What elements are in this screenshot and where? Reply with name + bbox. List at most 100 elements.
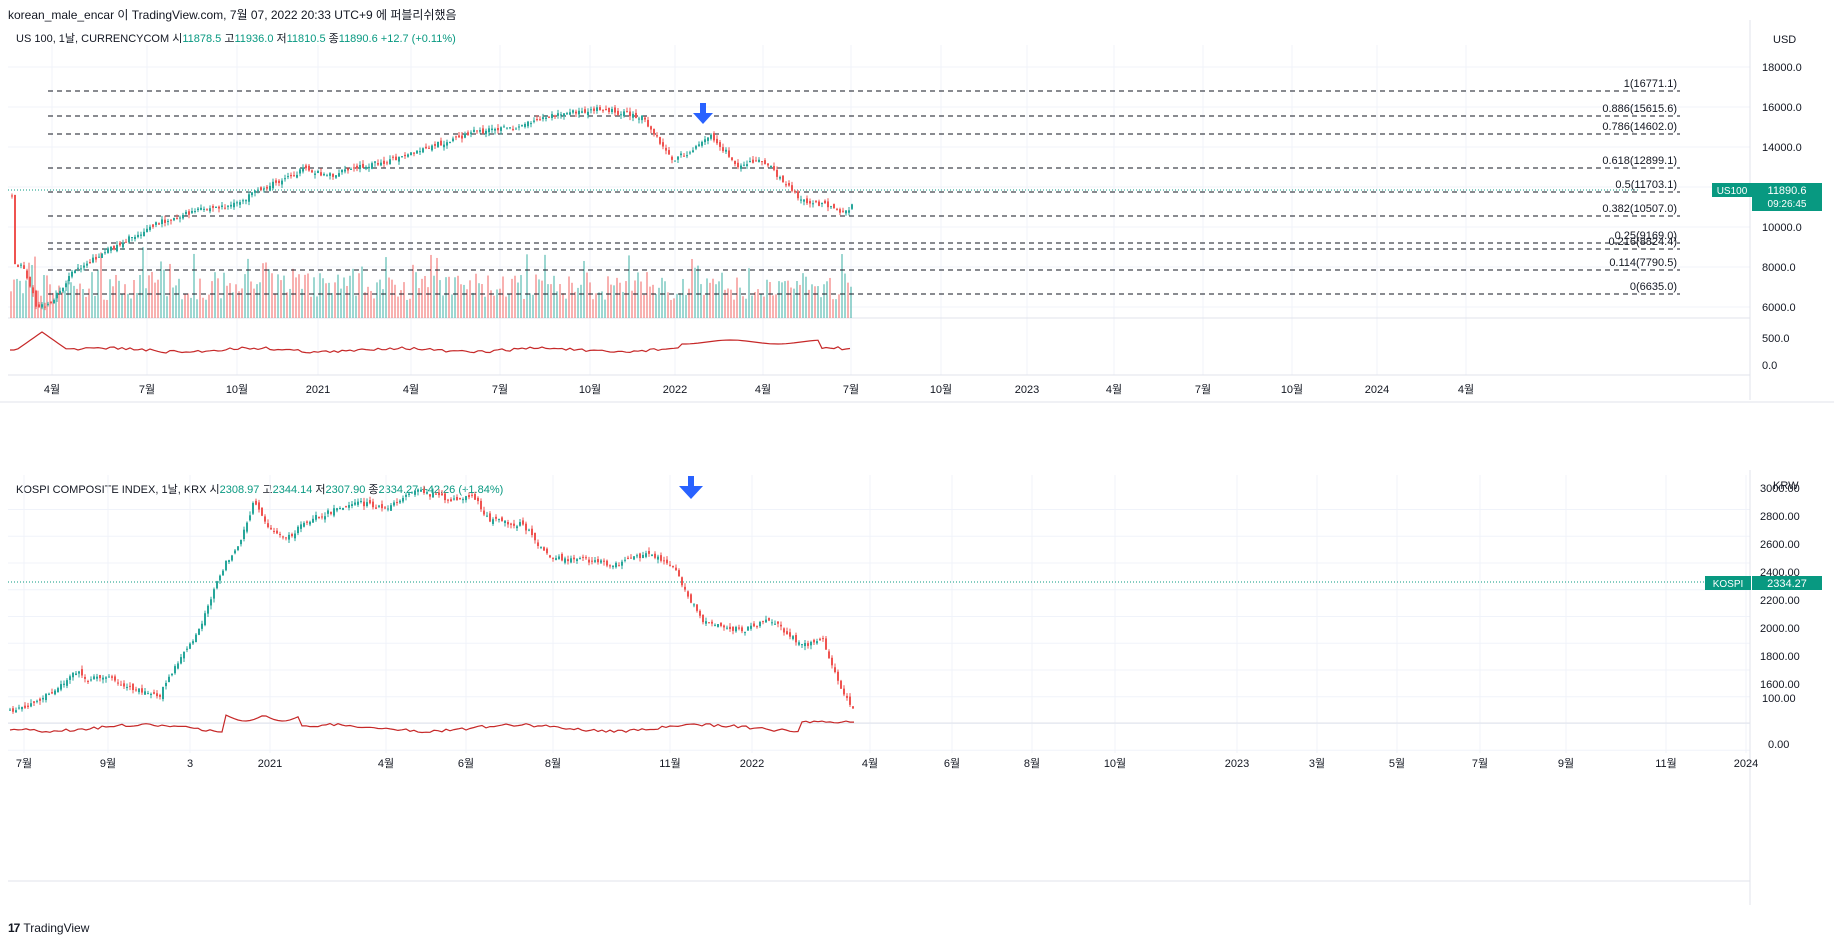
volume-bar xyxy=(229,283,231,318)
kospi-candle xyxy=(324,516,326,520)
us100-candle xyxy=(827,201,829,208)
volume-bar xyxy=(193,253,195,318)
us100-candle xyxy=(56,292,58,299)
price-tick-label: 10000.0 xyxy=(1762,222,1802,234)
volume-bar xyxy=(388,277,390,318)
symbol-badge-text: US100 xyxy=(1717,186,1748,197)
kospi-candle xyxy=(141,688,143,693)
us100-candle xyxy=(809,201,811,204)
us100-candle xyxy=(674,160,676,162)
volume-bar xyxy=(340,288,342,318)
us100-candle xyxy=(245,200,247,202)
high-label: 고 xyxy=(262,484,273,496)
time-tick-label: 10월 xyxy=(226,383,248,396)
volume-bar xyxy=(418,288,420,318)
kospi-candle xyxy=(366,502,368,506)
kospi-candle xyxy=(300,524,302,529)
kospi-candle xyxy=(762,621,764,623)
volume-bar xyxy=(88,288,90,318)
us100-candle xyxy=(641,115,643,121)
time-tick-label: 9월 xyxy=(1558,757,1574,770)
volume-bar xyxy=(181,299,183,318)
volume-bar xyxy=(118,280,120,318)
us100-candle xyxy=(38,304,40,307)
us100-candle xyxy=(839,209,841,213)
kospi-candle xyxy=(720,622,722,626)
kospi-candle xyxy=(636,555,638,557)
kospi-candle xyxy=(768,617,770,621)
volume-bar xyxy=(580,284,582,318)
kospi-candle xyxy=(828,651,830,659)
low-value: 11810.5 xyxy=(286,33,326,45)
volume-bar xyxy=(250,281,252,318)
kospi-candle xyxy=(486,515,488,517)
volume-bar xyxy=(382,289,384,318)
us100-candle xyxy=(818,201,820,206)
volume-bar xyxy=(544,254,546,318)
us100-candle xyxy=(725,149,727,152)
volume-bar xyxy=(361,266,363,318)
kospi-candle xyxy=(741,627,743,632)
kospi-candle xyxy=(21,706,23,710)
us100-candle xyxy=(575,111,577,114)
kospi-candle xyxy=(345,506,347,508)
kospi-candle xyxy=(330,511,332,514)
volume-bar xyxy=(379,279,381,318)
kospi-candle xyxy=(594,560,596,562)
symbol-badge-text: KOSPI xyxy=(1713,579,1744,590)
close-label: 종 xyxy=(328,33,339,45)
volume-bar xyxy=(748,268,750,318)
us100-candle xyxy=(179,217,181,219)
us100-candle xyxy=(446,142,448,146)
kospi-candle xyxy=(66,680,68,686)
volume-bar xyxy=(337,274,339,318)
fib-level-label: 0.216(8824.4) xyxy=(1609,236,1678,248)
volume-bar xyxy=(139,274,141,318)
us100-candle xyxy=(671,156,673,160)
us100-chart[interactable]: 1(16771.1) 0.886(15615.6) 0.786(14602.0) 0.… xyxy=(0,0,1834,470)
us100-candle xyxy=(188,211,190,215)
kospi-candle xyxy=(105,677,107,679)
us100-candle xyxy=(26,270,28,279)
us100-candle xyxy=(20,264,22,266)
volume-bar xyxy=(841,254,843,318)
us100-candle xyxy=(173,217,175,221)
kospi-candle xyxy=(207,605,209,614)
time-tick-label: 7월 xyxy=(139,383,155,396)
time-tick-label: 3 xyxy=(187,758,193,770)
volume-bar xyxy=(733,299,735,318)
volume-bar xyxy=(391,279,393,318)
kospi-candle xyxy=(567,559,569,562)
volume-bar xyxy=(367,286,369,318)
volume-bar xyxy=(718,281,720,318)
us100-candle xyxy=(218,206,220,209)
kospi-candle xyxy=(372,501,374,508)
kospi-candle xyxy=(573,557,575,560)
volume-bar xyxy=(727,288,729,318)
us100-candle xyxy=(692,150,694,153)
us100-candle xyxy=(740,165,742,169)
kospi-candle xyxy=(618,565,620,567)
volume-bar xyxy=(451,294,453,318)
kospi-candle xyxy=(285,537,287,539)
symbol-badge xyxy=(1712,183,1752,197)
volume-bar xyxy=(694,267,696,318)
time-tick-label: 6월 xyxy=(944,757,960,770)
kospi-candle xyxy=(546,548,548,554)
kospi-candle xyxy=(699,610,701,616)
down-arrow-icon xyxy=(679,476,703,499)
open-value: 2308.97 xyxy=(219,484,260,496)
kospi-candle xyxy=(279,534,281,536)
kospi-chart[interactable]: 3400.003200.003000.002800.002600.002400.… xyxy=(0,470,1834,910)
volume-bar xyxy=(622,291,624,318)
kospi-candle xyxy=(327,510,329,514)
volume-bar xyxy=(751,295,753,318)
us100-candle xyxy=(23,265,25,269)
time-tick-label: 2022 xyxy=(663,384,687,396)
volume-bar xyxy=(829,277,831,318)
us100-candle xyxy=(470,132,472,134)
kospi-candle xyxy=(555,558,557,560)
kospi-candle xyxy=(846,695,848,698)
volume-bar xyxy=(322,278,324,318)
volume-bar xyxy=(712,278,714,318)
